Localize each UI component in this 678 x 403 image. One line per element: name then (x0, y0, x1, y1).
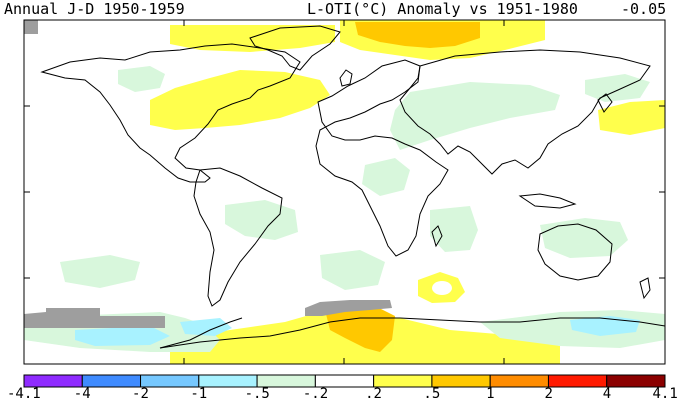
missing-data-patches (24, 20, 392, 328)
legend-tick-label: 2 (544, 386, 553, 402)
coastlines (40, 25, 666, 349)
legend-swatch (606, 374, 666, 388)
legend-tick-label: -4.1 (7, 386, 41, 402)
south-pacific-cool-patch (60, 255, 140, 288)
antarctic-peninsula-coast (159, 317, 243, 349)
legend-tick-label: -1 (190, 386, 208, 402)
moderate-cool-patches (75, 316, 640, 346)
legend-tick-label: -.2 (302, 386, 329, 402)
legend-swatch (431, 374, 491, 388)
legend-tick-label: 1 (486, 386, 495, 402)
south-atlantic-cool-patch (320, 250, 385, 290)
legend-color-bar (23, 374, 666, 388)
legend-tick-label: -4 (73, 386, 91, 402)
canada-cool-patch (118, 66, 165, 92)
antarctic-cyan-patch-west (75, 326, 170, 346)
british-isles-coast (339, 69, 353, 87)
missing-data-corner (24, 20, 38, 34)
map-subtitle: L-OTI(°C) Anomaly vs 1951-1980 (307, 0, 578, 18)
legend-tick-label: -.5 (244, 386, 270, 402)
asia-coast (399, 49, 651, 175)
asia-cool-patch (390, 82, 560, 150)
missing-data-antarctic-west (24, 308, 165, 328)
greenland-sea-warm-patch (355, 22, 480, 48)
madagascar-coast (431, 225, 443, 248)
antarctic-cyan-patch-mid (180, 318, 232, 336)
legend-tick-label: -2 (132, 386, 149, 402)
frame-ticks (24, 20, 665, 364)
greenland-coast (249, 25, 341, 71)
antarctic-cyan-patch-east (570, 316, 640, 336)
south-america-coast (193, 167, 283, 307)
legend-tick-label: .5 (423, 386, 441, 402)
new-zealand-coast (639, 277, 651, 300)
pacific-warm-patch-east (598, 100, 665, 135)
warm-ring-hole (432, 281, 452, 295)
north-america-warm-patch (150, 70, 330, 130)
north-america-coast (40, 43, 301, 183)
legend-tick-label: 4 (602, 386, 612, 402)
south-america-cool-patch (225, 200, 298, 240)
legend-swatch (489, 374, 549, 388)
indonesia-coast (518, 193, 577, 209)
cool-anomaly-patches (24, 66, 665, 352)
africa-cool-patch (362, 158, 410, 196)
antarctica-coast (159, 317, 666, 349)
global-mean-value: -0.05 (621, 0, 667, 18)
map-title: Annual J-D 1950-1959 (4, 0, 185, 18)
legend-tick-label: 4.1 (652, 386, 678, 402)
australia-cool-patch (540, 218, 628, 258)
japan-coast (597, 93, 613, 113)
indian-ocean-cool-patch (430, 206, 478, 252)
legend-swatch (547, 374, 608, 388)
missing-data-antarctic-east (305, 300, 392, 316)
pacific-cool-patch (585, 74, 650, 102)
legend-tick-label: .2 (365, 386, 382, 402)
australia-coast (537, 223, 613, 281)
